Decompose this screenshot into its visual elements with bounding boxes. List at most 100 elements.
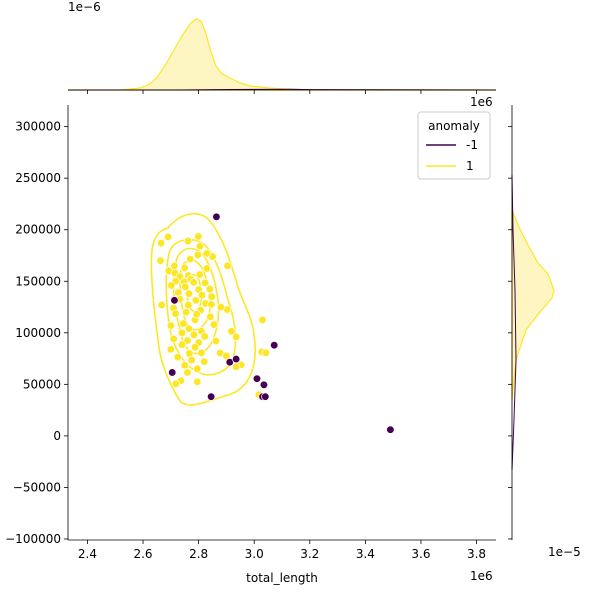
point-normal: [181, 361, 189, 369]
legend: anomaly -1 1: [418, 112, 490, 179]
x-tick-label: 2.6: [133, 547, 152, 561]
y-tick-label: 250000: [15, 171, 61, 185]
y-tick-label: 150000: [15, 274, 61, 288]
point-normal: [203, 265, 211, 273]
point-normal: [193, 365, 201, 373]
point-anomaly: [270, 341, 278, 349]
point-anomaly: [387, 426, 395, 434]
point-normal: [232, 363, 240, 371]
point-normal: [178, 329, 186, 337]
point-normal: [188, 356, 196, 364]
right-marginal-kde-fill: [512, 210, 554, 400]
point-normal: [196, 242, 204, 250]
x-tick-label: 2.8: [189, 547, 208, 561]
top-marginal-kde-fill: [68, 19, 496, 90]
y-tick-label: 0: [53, 429, 61, 443]
x-tick-label: 3.2: [300, 547, 319, 561]
point-normal: [172, 310, 180, 318]
point-normal: [157, 239, 165, 247]
point-anomaly: [168, 369, 176, 377]
point-normal: [198, 291, 206, 299]
point-normal: [203, 250, 211, 258]
point-normal: [191, 343, 199, 351]
point-normal: [192, 297, 200, 305]
point-normal: [206, 285, 214, 293]
point-normal: [201, 333, 209, 341]
point-normal: [210, 321, 218, 329]
point-normal: [206, 313, 214, 321]
top-marginal: 1e−6: [68, 0, 496, 94]
point-anomaly: [213, 213, 221, 221]
x-tick-label: 3.4: [356, 547, 375, 561]
x-offset-top-label: 1e6: [470, 95, 493, 109]
point-normal: [212, 337, 220, 345]
point-normal: [174, 353, 182, 361]
point-normal: [224, 262, 232, 270]
point-normal: [217, 303, 225, 311]
point-normal: [175, 289, 183, 297]
right-marginal-scale-label: 1e−5: [548, 545, 581, 559]
point-normal: [200, 358, 208, 366]
right-marginal: 1e−5: [508, 105, 581, 559]
y-tick-label: 300000: [15, 120, 61, 134]
point-normal: [172, 380, 180, 388]
y-tick-label: 200000: [15, 223, 61, 237]
legend-label-pos: 1: [466, 159, 474, 173]
y-tick-label: 100000: [15, 326, 61, 340]
point-normal: [232, 333, 240, 341]
right-marginal-ticks: [508, 127, 512, 539]
point-normal: [259, 316, 267, 324]
point-normal: [181, 283, 189, 291]
main-plot: 1e6 2.4 2.6 2.8 3.0 3.2 3.4 3.6 3.8 −100000 −500…: [5, 95, 496, 585]
point-normal: [262, 349, 270, 357]
x-tick-label: 3.0: [245, 547, 264, 561]
legend-label-neg: -1: [466, 138, 478, 152]
point-anomaly: [232, 355, 240, 363]
scatter-points: [157, 213, 394, 433]
point-normal: [181, 264, 189, 272]
y-tick-label: 50000: [23, 377, 61, 391]
point-normal: [167, 346, 175, 354]
y-axis-ticks: −100000 −50000 0 50000 100000 150000 200000 250…: [5, 120, 68, 546]
point-normal: [184, 369, 192, 377]
x-tick-label: 3.8: [467, 547, 486, 561]
point-normal: [208, 301, 216, 309]
point-normal: [194, 251, 202, 259]
point-normal: [186, 255, 194, 263]
point-anomaly: [260, 381, 268, 389]
y-tick-label: −100000: [5, 532, 61, 546]
top-marginal-scale-label: 1e−6: [68, 0, 101, 14]
point-normal: [168, 282, 176, 290]
y-tick-label: −50000: [13, 480, 61, 494]
point-normal: [167, 322, 175, 330]
point-normal: [208, 293, 216, 301]
point-anomaly: [253, 375, 261, 383]
x-tick-label: 3.6: [411, 547, 430, 561]
point-normal: [193, 378, 201, 386]
point-anomaly: [171, 297, 179, 305]
point-normal: [157, 257, 165, 265]
point-normal: [158, 301, 166, 309]
legend-title: anomaly: [428, 119, 480, 133]
point-normal: [196, 271, 204, 279]
point-normal: [184, 237, 192, 245]
x-axis-offset-label: 1e6: [470, 569, 493, 583]
point-normal: [170, 335, 178, 343]
x-axis-label: total_length: [246, 571, 318, 585]
x-tick-label: 2.4: [78, 547, 97, 561]
point-normal: [190, 278, 198, 286]
point-anomaly: [207, 393, 215, 401]
x-axis-ticks: 2.4 2.6 2.8 3.0 3.2 3.4 3.6 3.8: [78, 540, 486, 561]
point-normal: [190, 331, 198, 339]
point-normal: [198, 349, 206, 357]
point-normal: [195, 233, 203, 241]
point-normal: [180, 320, 188, 328]
point-normal: [164, 233, 172, 241]
point-normal: [178, 341, 186, 349]
point-normal: [185, 290, 193, 298]
point-normal: [193, 310, 201, 318]
point-normal: [182, 308, 190, 316]
point-normal: [185, 301, 193, 309]
point-anomaly: [262, 393, 270, 401]
